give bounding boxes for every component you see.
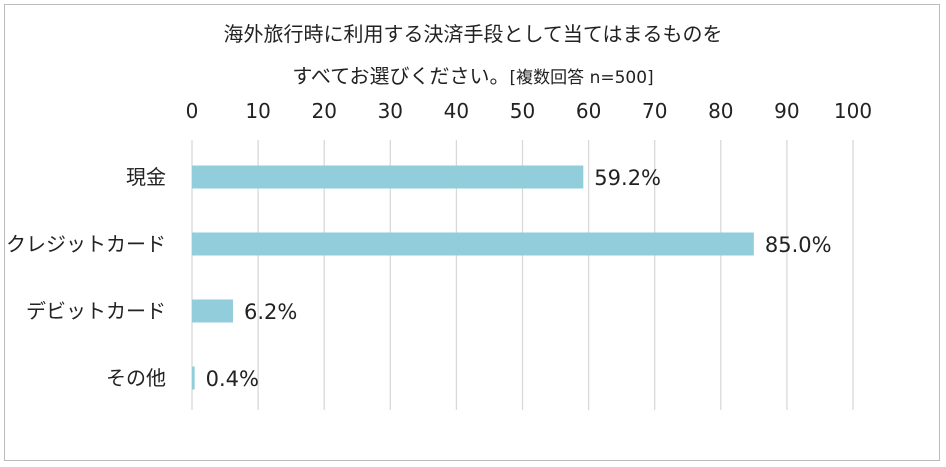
data-label: 6.2%: [244, 300, 297, 324]
category-label: その他: [106, 366, 166, 390]
bar: [192, 366, 195, 390]
data-label: 59.2%: [594, 166, 661, 190]
bar: [192, 232, 754, 256]
chart-title-note: [複数回答 n=500]: [509, 68, 654, 88]
x-tick-label: 20: [311, 99, 336, 123]
x-tick-label: 80: [708, 99, 733, 123]
data-label: 85.0%: [765, 233, 832, 257]
bar: [192, 299, 233, 323]
x-tick-label: 30: [378, 99, 403, 123]
x-tick-label: 0: [186, 99, 199, 123]
x-tick-label: 40: [444, 99, 469, 123]
x-tick-label: 70: [642, 99, 667, 123]
chart-title-line1: 海外旅行時に利用する決済手段として当てはまるものを: [223, 22, 723, 46]
chart-title-text: すべてお選びください。: [292, 64, 510, 88]
x-tick-label: 60: [576, 99, 601, 123]
x-tick-label: 90: [774, 99, 799, 123]
chart-title-line2: すべてお選びください。[複数回答 n=500]: [0, 60, 946, 89]
x-tick-label: 10: [245, 99, 270, 123]
category-label: クレジットカード: [6, 232, 166, 256]
data-label: 0.4%: [206, 367, 259, 391]
x-tick-label: 100: [834, 99, 872, 123]
category-label: 現金: [126, 165, 166, 189]
x-tick-label: 50: [510, 99, 535, 123]
category-label: デビットカード: [26, 299, 166, 323]
bar: [192, 165, 584, 189]
